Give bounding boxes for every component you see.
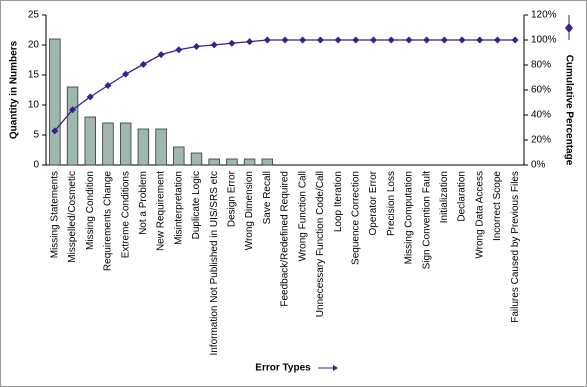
x-tick-label: Missing Condition — [85, 171, 96, 250]
y2-tick-label: 0% — [531, 160, 546, 171]
x-tick-label: Failures Caused by Previous Files — [510, 171, 521, 323]
bar — [226, 158, 238, 166]
line-marker — [175, 46, 183, 54]
y-tick-label: 25 — [28, 10, 40, 21]
x-tick-label: New Requirement — [156, 171, 167, 251]
x-tick-label: Incorrect Scope — [492, 171, 503, 241]
line-marker — [334, 36, 342, 44]
y-tick-label: 20 — [28, 40, 40, 51]
line-marker — [493, 36, 501, 44]
bar — [155, 128, 167, 166]
bar — [84, 116, 96, 166]
bar — [261, 158, 274, 166]
x-axis-title: Error Types — [255, 363, 311, 374]
bar — [243, 158, 256, 166]
x-tick-label: Missing Statements — [49, 171, 60, 258]
line-marker — [263, 36, 271, 44]
line-marker — [228, 39, 236, 47]
line-marker — [104, 82, 112, 89]
line-marker — [139, 60, 147, 68]
line-marker — [352, 36, 360, 44]
x-tick-label: Information Not Published in UIS/SRS etc — [209, 171, 220, 356]
x-tick-label: Precision Loss — [386, 171, 397, 236]
x-tick-label: Missing Computation — [404, 171, 415, 264]
y-tick-label: 10 — [28, 100, 40, 111]
x-tick-label: Wrong Dimension — [244, 171, 255, 250]
x-tick-label: Not a Problem — [138, 171, 149, 235]
line-marker — [246, 38, 254, 46]
bar — [208, 158, 220, 166]
x-tick-label: Save Recall — [262, 171, 273, 224]
y2-tick-label: 40% — [531, 110, 551, 121]
bar — [119, 122, 132, 166]
x-tick-label: Misinterpretation — [173, 171, 184, 245]
line-marker — [458, 36, 466, 44]
x-tick-label: Feedback/Redefined Required — [280, 171, 291, 307]
x-tick-label: Wrong Data Access — [474, 171, 485, 259]
line-marker — [69, 106, 77, 114]
x-tick-label: Misspelled/Cosmetic — [67, 171, 78, 263]
line-marker — [476, 36, 484, 44]
line-marker — [387, 36, 395, 44]
y-tick-label: 15 — [28, 70, 40, 81]
line-marker — [86, 93, 94, 101]
line-marker — [51, 127, 59, 135]
bar — [137, 128, 150, 166]
line-marker — [511, 36, 519, 44]
line-marker — [423, 36, 431, 44]
y-axis-title: Quantity in Numbers — [9, 40, 20, 139]
legend-marker — [565, 23, 573, 33]
x-tick-label: Sign Convention Fault — [421, 171, 432, 270]
line-marker — [440, 36, 448, 44]
line-marker — [122, 70, 130, 78]
x-tick-label: Wrong Function Call — [297, 171, 308, 261]
x-tick-label: Loop Iteration — [333, 171, 344, 232]
y2-axis-title: Cumulative Percentage — [563, 55, 574, 166]
x-tick-label: Declaration — [457, 171, 468, 222]
bar — [49, 38, 61, 166]
y2-tick-label: 60% — [531, 85, 551, 96]
x-tick-label: Extreme Conditions — [120, 171, 131, 258]
bar — [173, 146, 185, 166]
y2-tick-label: 80% — [531, 60, 551, 71]
x-tick-label: Duplicate Logic — [191, 171, 202, 239]
line-marker — [316, 36, 324, 44]
line-marker — [370, 36, 378, 44]
bar — [102, 122, 114, 166]
line-marker — [210, 41, 218, 49]
bar — [190, 152, 203, 166]
y-tick-label: 5 — [33, 130, 39, 141]
line-marker — [405, 36, 413, 44]
x-tick-label: Requirements Change — [103, 171, 114, 271]
y-tick-label: 0 — [33, 160, 39, 171]
y2-tick-label: 120% — [531, 10, 557, 21]
line-marker — [157, 51, 165, 59]
arrow-head — [333, 365, 338, 371]
line-marker — [192, 43, 200, 50]
line-marker — [299, 36, 307, 44]
x-tick-label: Sequence Correction — [350, 171, 361, 265]
y2-tick-label: 20% — [531, 135, 551, 146]
line-marker — [281, 36, 289, 44]
bar — [66, 86, 79, 166]
x-tick-label: Operator Error — [368, 170, 379, 235]
x-tick-label: Design Error — [227, 170, 238, 227]
x-tick-label: Initialization — [439, 171, 450, 223]
x-tick-label: Unnecessary Function Code/Call — [315, 171, 326, 317]
y2-tick-label: 100% — [531, 35, 557, 46]
